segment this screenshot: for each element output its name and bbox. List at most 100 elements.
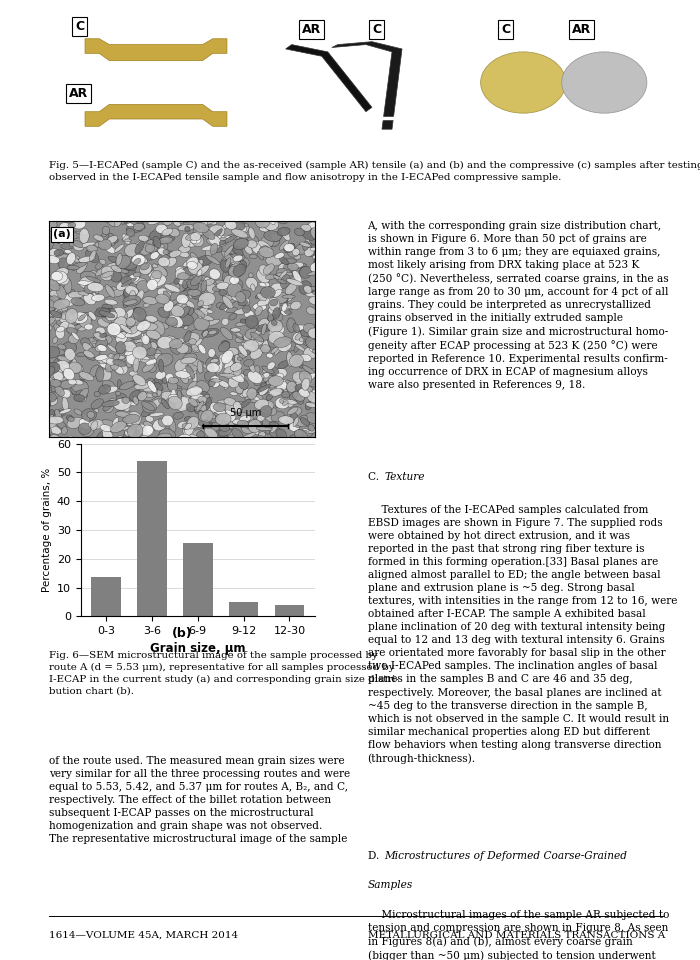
Ellipse shape bbox=[295, 277, 301, 282]
Ellipse shape bbox=[113, 418, 118, 426]
Ellipse shape bbox=[77, 261, 88, 274]
Ellipse shape bbox=[143, 341, 151, 351]
Ellipse shape bbox=[146, 348, 156, 355]
Ellipse shape bbox=[230, 259, 247, 273]
Text: Textures of the I-ECAPed samples calculated from
EBSD images are shown in Figure: Textures of the I-ECAPed samples calcula… bbox=[368, 505, 677, 763]
Ellipse shape bbox=[312, 349, 323, 354]
Ellipse shape bbox=[150, 339, 160, 348]
Ellipse shape bbox=[110, 398, 125, 406]
Ellipse shape bbox=[273, 289, 282, 298]
Ellipse shape bbox=[117, 269, 129, 274]
Ellipse shape bbox=[162, 228, 173, 236]
Ellipse shape bbox=[131, 249, 146, 259]
Ellipse shape bbox=[238, 346, 248, 356]
Ellipse shape bbox=[66, 415, 72, 420]
Ellipse shape bbox=[312, 390, 322, 395]
Ellipse shape bbox=[304, 285, 312, 293]
Ellipse shape bbox=[74, 409, 82, 415]
Ellipse shape bbox=[103, 382, 109, 389]
Ellipse shape bbox=[120, 255, 132, 266]
Ellipse shape bbox=[48, 296, 55, 307]
Ellipse shape bbox=[94, 308, 110, 317]
Ellipse shape bbox=[71, 220, 78, 228]
Ellipse shape bbox=[279, 262, 286, 270]
Ellipse shape bbox=[295, 415, 307, 427]
Ellipse shape bbox=[141, 401, 155, 411]
Ellipse shape bbox=[73, 240, 83, 248]
Ellipse shape bbox=[197, 395, 204, 406]
Ellipse shape bbox=[77, 324, 87, 331]
Ellipse shape bbox=[139, 356, 154, 364]
Ellipse shape bbox=[308, 328, 323, 339]
Ellipse shape bbox=[204, 427, 218, 439]
Ellipse shape bbox=[285, 417, 292, 421]
Ellipse shape bbox=[252, 242, 264, 253]
Ellipse shape bbox=[262, 277, 270, 284]
Ellipse shape bbox=[204, 371, 217, 382]
Ellipse shape bbox=[281, 347, 295, 352]
Ellipse shape bbox=[155, 371, 166, 379]
Ellipse shape bbox=[300, 242, 311, 247]
Ellipse shape bbox=[267, 233, 280, 247]
Ellipse shape bbox=[181, 346, 192, 354]
Ellipse shape bbox=[146, 239, 158, 253]
Ellipse shape bbox=[260, 402, 272, 413]
Ellipse shape bbox=[219, 240, 226, 245]
Ellipse shape bbox=[139, 425, 153, 437]
Ellipse shape bbox=[153, 321, 165, 335]
Ellipse shape bbox=[38, 400, 50, 410]
Ellipse shape bbox=[270, 367, 279, 376]
Ellipse shape bbox=[151, 275, 166, 286]
Ellipse shape bbox=[279, 240, 289, 251]
Ellipse shape bbox=[258, 319, 270, 329]
Ellipse shape bbox=[286, 278, 303, 286]
Ellipse shape bbox=[274, 312, 279, 316]
Ellipse shape bbox=[41, 431, 50, 439]
Ellipse shape bbox=[287, 318, 296, 332]
Ellipse shape bbox=[267, 307, 277, 314]
Ellipse shape bbox=[180, 290, 194, 296]
Ellipse shape bbox=[53, 372, 64, 380]
Ellipse shape bbox=[290, 354, 303, 368]
Ellipse shape bbox=[312, 246, 326, 260]
Ellipse shape bbox=[187, 368, 197, 379]
Ellipse shape bbox=[65, 349, 71, 355]
Ellipse shape bbox=[180, 372, 188, 383]
Ellipse shape bbox=[295, 228, 304, 236]
Ellipse shape bbox=[253, 337, 263, 346]
Ellipse shape bbox=[149, 384, 158, 391]
Ellipse shape bbox=[116, 436, 123, 444]
Ellipse shape bbox=[190, 236, 197, 244]
Ellipse shape bbox=[315, 266, 321, 279]
Ellipse shape bbox=[159, 430, 170, 439]
Ellipse shape bbox=[261, 400, 274, 411]
Ellipse shape bbox=[60, 409, 71, 414]
Ellipse shape bbox=[88, 282, 104, 292]
Ellipse shape bbox=[63, 278, 72, 293]
Ellipse shape bbox=[222, 403, 230, 410]
Ellipse shape bbox=[200, 363, 218, 368]
Ellipse shape bbox=[126, 351, 141, 365]
Ellipse shape bbox=[265, 293, 275, 303]
Text: Fig. 6—SEM microstructural image of the sample processed by
route A (d = 5.53 μm: Fig. 6—SEM microstructural image of the … bbox=[49, 651, 399, 696]
Ellipse shape bbox=[197, 227, 216, 232]
Ellipse shape bbox=[216, 282, 229, 290]
Ellipse shape bbox=[79, 228, 89, 244]
Ellipse shape bbox=[48, 425, 62, 434]
Ellipse shape bbox=[104, 359, 110, 364]
Ellipse shape bbox=[230, 283, 239, 297]
Ellipse shape bbox=[284, 244, 295, 252]
Ellipse shape bbox=[150, 230, 161, 241]
Ellipse shape bbox=[142, 335, 150, 345]
Ellipse shape bbox=[273, 387, 288, 393]
Ellipse shape bbox=[222, 257, 234, 262]
Ellipse shape bbox=[57, 372, 70, 381]
Ellipse shape bbox=[239, 379, 248, 390]
Ellipse shape bbox=[269, 322, 276, 327]
Ellipse shape bbox=[279, 416, 294, 424]
Ellipse shape bbox=[124, 218, 129, 224]
Ellipse shape bbox=[150, 252, 159, 259]
Ellipse shape bbox=[287, 351, 293, 367]
Ellipse shape bbox=[228, 253, 239, 262]
Ellipse shape bbox=[179, 306, 190, 318]
